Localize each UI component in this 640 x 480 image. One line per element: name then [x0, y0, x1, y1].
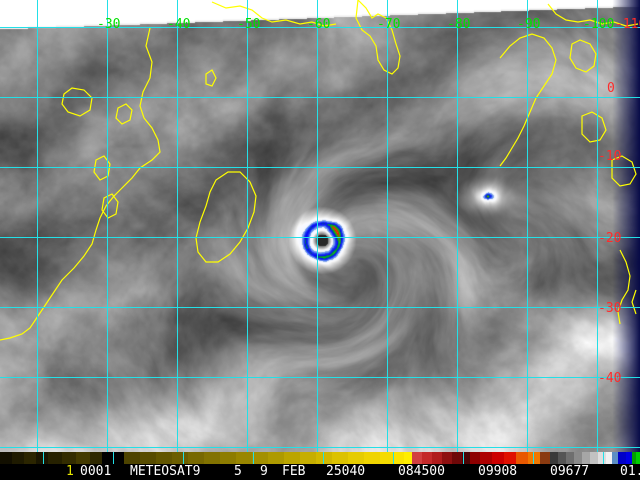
footer-month: FEB [282, 464, 306, 479]
colorbar-segment [566, 452, 574, 464]
footer-channel: 5 [234, 464, 242, 479]
colorbar-segment [380, 452, 394, 464]
colorbar-segment [268, 452, 284, 464]
colorbar-segment [442, 452, 452, 464]
satellite-image-panel: -30 -40 -50 -60 -70 -80 -90 -100 -110 0 … [0, 0, 640, 452]
colorbar-segment [504, 452, 516, 464]
satellite-image-canvas [0, 0, 640, 452]
footer-resolution: 01.00 [620, 464, 640, 479]
colorbar-tick [533, 452, 534, 464]
colorbar-segment [156, 452, 172, 464]
latitude-label-10: -10 [598, 149, 622, 164]
colorbar-segment [236, 452, 252, 464]
colorbar-segment [574, 452, 582, 464]
colorbar-segment [172, 452, 188, 464]
colorbar-segment [188, 452, 204, 464]
colorbar-segment [220, 452, 236, 464]
enhancement-colorbar [0, 452, 640, 464]
longitude-label-90: -90 [517, 17, 541, 32]
colorbar-tick [463, 452, 464, 464]
longitude-label-80: -80 [447, 17, 471, 32]
longitude-label-40: -40 [167, 17, 191, 32]
colorbar-segment [140, 452, 156, 464]
colorbar-tick [393, 452, 394, 464]
footer-satellite: METEOSAT9 [130, 464, 201, 479]
colorbar-segment [316, 452, 332, 464]
colorbar-segment [24, 452, 36, 464]
longitude-label-60: -60 [307, 17, 331, 32]
colorbar-segment [422, 452, 432, 464]
footer-time-utc: 084500 [398, 464, 445, 479]
longitude-label-110: -110 [615, 17, 640, 32]
colorbar-tick [113, 452, 114, 464]
colorbar-segment [300, 452, 316, 464]
footer-day-of-month: 9 [260, 464, 268, 479]
footer-julian-date: 25040 [326, 464, 366, 479]
colorbar-segment [432, 452, 442, 464]
longitude-label-30: -30 [97, 17, 121, 32]
colorbar-segment [626, 452, 632, 464]
colorbar-segment [0, 452, 12, 464]
colorbar-segment [590, 452, 598, 464]
colorbar-segment [394, 452, 404, 464]
colorbar-segment [90, 452, 102, 464]
colorbar-segment [636, 452, 640, 464]
colorbar-segment [252, 452, 268, 464]
colorbar-segment [204, 452, 220, 464]
latitude-label-20: -20 [598, 231, 622, 246]
colorbar-segment [632, 452, 636, 464]
latitude-label-40: -40 [598, 371, 622, 386]
longitude-label-70: -70 [377, 17, 401, 32]
colorbar-segment [558, 452, 566, 464]
latitude-label-0: 0 [607, 81, 615, 96]
colorbar-tick [323, 452, 324, 464]
colorbar-segment [582, 452, 590, 464]
colorbar-segment [618, 452, 626, 464]
longitude-label-100: -100 [583, 17, 615, 32]
colorbar-tick [253, 452, 254, 464]
colorbar-segment [528, 452, 540, 464]
colorbar-segment [492, 452, 504, 464]
footer-line-number: 09908 [478, 464, 518, 479]
colorbar-segment [284, 452, 300, 464]
colorbar-segment [348, 452, 364, 464]
colorbar-segment [516, 452, 528, 464]
colorbar-segment [332, 452, 348, 464]
colorbar-tick [43, 452, 44, 464]
colorbar-segment [76, 452, 90, 464]
colorbar-tick [603, 452, 604, 464]
colorbar-segment [404, 452, 412, 464]
colorbar-segment [452, 452, 462, 464]
colorbar-segment [364, 452, 380, 464]
colorbar-segment [462, 452, 470, 464]
colorbar-segment [470, 452, 480, 464]
footer-sensor-id: 0001 [80, 464, 112, 479]
colorbar-segment [550, 452, 558, 464]
longitude-label-50: -50 [237, 17, 261, 32]
colorbar-segment [36, 452, 48, 464]
colorbar-segment [480, 452, 492, 464]
colorbar-segment [612, 452, 618, 464]
colorbar-segment [12, 452, 24, 464]
footer-band-number: 1 [66, 464, 74, 479]
colorbar-tick [183, 452, 184, 464]
latitude-label-30: -30 [598, 301, 622, 316]
colorbar-segment [598, 452, 606, 464]
colorbar-segment [62, 452, 76, 464]
footer-element-number: 09677 [550, 464, 590, 479]
colorbar-segment [124, 452, 140, 464]
colorbar-segment [412, 452, 422, 464]
image-info-footer: 1 0001 METEOSAT9 5 9 FEB 25040 084500 09908 09677… [0, 464, 640, 480]
colorbar-segment [606, 452, 612, 464]
colorbar-segment [540, 452, 550, 464]
colorbar-segment [48, 452, 62, 464]
